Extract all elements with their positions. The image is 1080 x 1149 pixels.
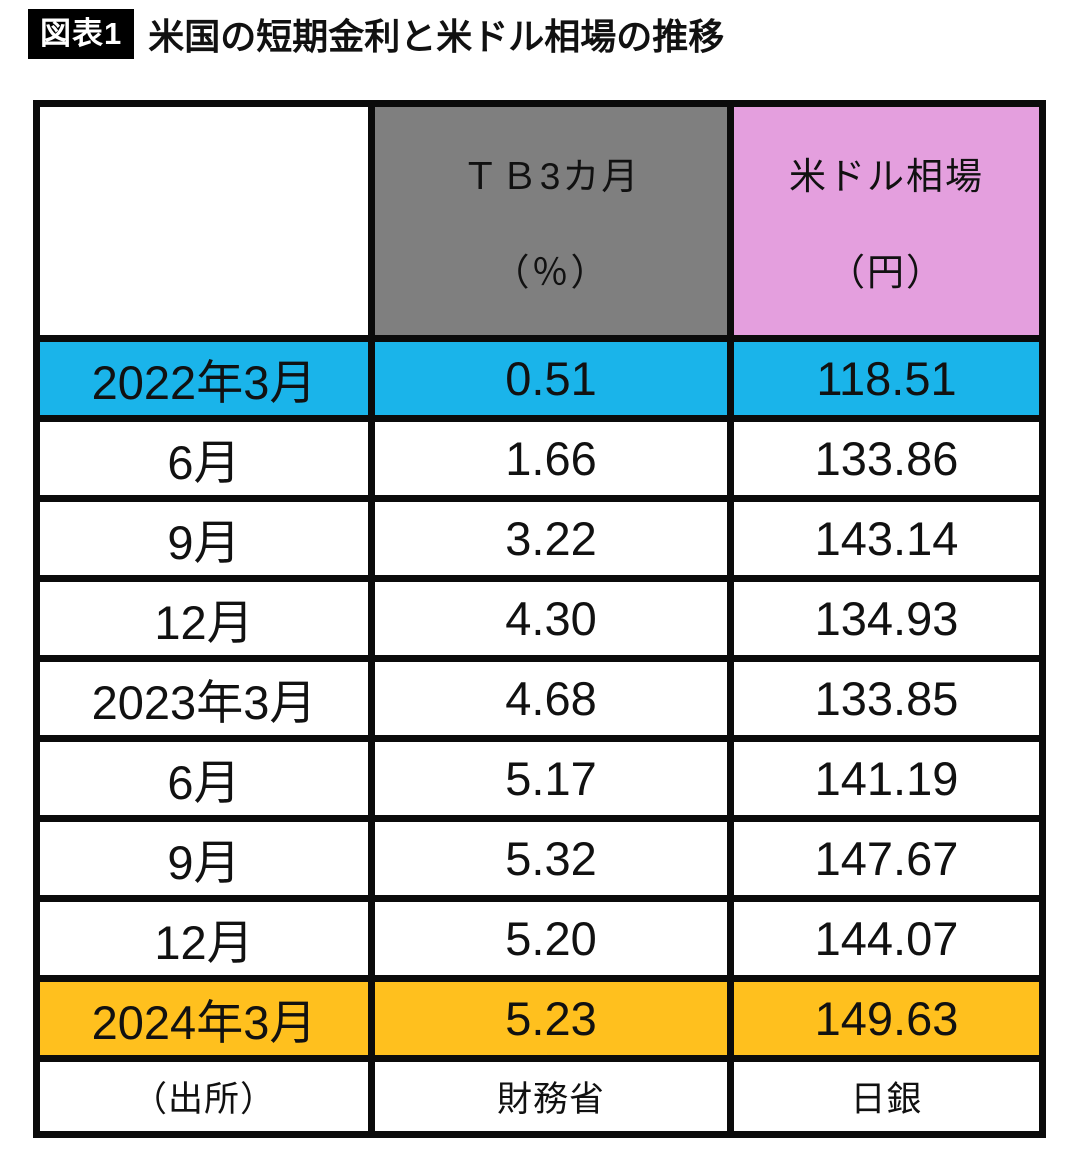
month-cell: 2023年3月 bbox=[33, 655, 375, 742]
table-source-row: （出所） 財務省 日銀 bbox=[33, 1055, 1046, 1138]
table-row-2023-03: 2023年3月 4.68 133.85 bbox=[33, 655, 1046, 742]
table-row-2023-12: 12月 5.20 144.07 bbox=[33, 895, 1046, 982]
figure-title-text: 米国の短期金利と米ドル相場の推移 bbox=[148, 16, 725, 57]
rates-table: ＴＢ3カ月 （％） 米ドル相場 （円） 2022年3月 0.51 118.51 … bbox=[33, 100, 1046, 1138]
usd-value-cell: 147.67 bbox=[727, 815, 1046, 902]
usd-value-cell: 143.14 bbox=[727, 495, 1046, 582]
header-usd-label: 米ドル相場 bbox=[789, 156, 984, 197]
month-cell: 6月 bbox=[33, 415, 375, 502]
figure-title: 図表1 米国の短期金利と米ドル相場の推移 bbox=[28, 8, 724, 60]
tb-value-cell: 5.23 bbox=[368, 975, 734, 1062]
tb-value-cell: 4.30 bbox=[368, 575, 734, 662]
table-row-2023-09: 9月 5.32 147.67 bbox=[33, 815, 1046, 902]
usd-value-cell: 118.51 bbox=[727, 335, 1046, 422]
source-label-cell: （出所） bbox=[33, 1055, 375, 1138]
tb-value-cell: 5.20 bbox=[368, 895, 734, 982]
usd-value-cell: 133.86 bbox=[727, 415, 1046, 502]
header-tb-label: ＴＢ3カ月 bbox=[461, 156, 641, 197]
header-tb-unit: （％） bbox=[492, 252, 610, 293]
tb-value-cell: 4.68 bbox=[368, 655, 734, 742]
usd-value-cell: 144.07 bbox=[727, 895, 1046, 982]
usd-value-cell: 134.93 bbox=[727, 575, 1046, 662]
month-cell: 12月 bbox=[33, 575, 375, 662]
source-tb-cell: 財務省 bbox=[368, 1055, 734, 1138]
header-blank-cell bbox=[33, 100, 375, 342]
header-tb-cell: ＴＢ3カ月 （％） bbox=[368, 100, 734, 342]
table-row-2022-06: 6月 1.66 133.86 bbox=[33, 415, 1046, 502]
month-cell: 12月 bbox=[33, 895, 375, 982]
month-cell: 2022年3月 bbox=[33, 335, 375, 422]
table-row-2023-06: 6月 5.17 141.19 bbox=[33, 735, 1046, 822]
header-usd-cell: 米ドル相場 （円） bbox=[727, 100, 1046, 342]
table-row-2024-03: 2024年3月 5.23 149.63 bbox=[33, 975, 1046, 1062]
tb-value-cell: 1.66 bbox=[368, 415, 734, 502]
table-row-2022-12: 12月 4.30 134.93 bbox=[33, 575, 1046, 662]
tb-value-cell: 5.32 bbox=[368, 815, 734, 902]
usd-value-cell: 141.19 bbox=[727, 735, 1046, 822]
month-cell: 6月 bbox=[33, 735, 375, 822]
figure-number-badge: 図表1 bbox=[28, 9, 135, 59]
table-header-row: ＴＢ3カ月 （％） 米ドル相場 （円） bbox=[33, 100, 1046, 342]
month-cell: 2024年3月 bbox=[33, 975, 375, 1062]
table-row-2022-09: 9月 3.22 143.14 bbox=[33, 495, 1046, 582]
source-usd-cell: 日銀 bbox=[727, 1055, 1046, 1138]
header-usd-unit: （円） bbox=[828, 252, 945, 293]
usd-value-cell: 149.63 bbox=[727, 975, 1046, 1062]
month-cell: 9月 bbox=[33, 495, 375, 582]
tb-value-cell: 0.51 bbox=[368, 335, 734, 422]
usd-value-cell: 133.85 bbox=[727, 655, 1046, 742]
month-cell: 9月 bbox=[33, 815, 375, 902]
tb-value-cell: 3.22 bbox=[368, 495, 734, 582]
tb-value-cell: 5.17 bbox=[368, 735, 734, 822]
table-row-2022-03: 2022年3月 0.51 118.51 bbox=[33, 335, 1046, 422]
